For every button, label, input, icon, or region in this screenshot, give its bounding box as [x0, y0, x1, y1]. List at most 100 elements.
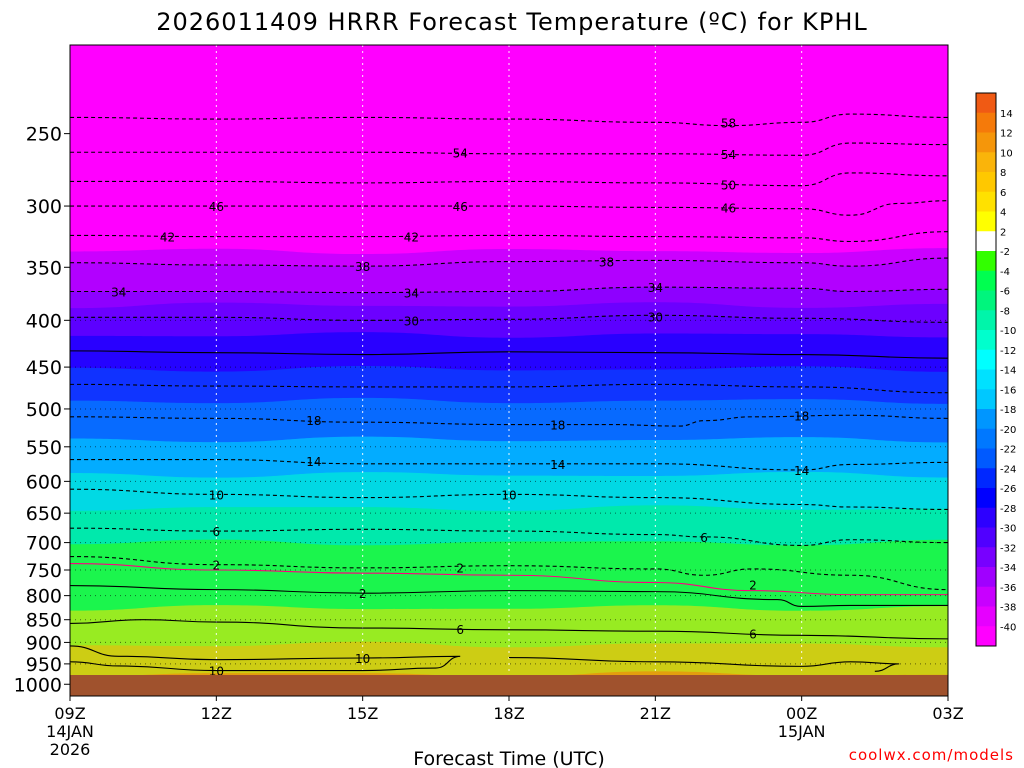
colorbar-swatch	[976, 93, 996, 114]
colorbar-label: -38	[1000, 603, 1016, 614]
colorbar-label: -8	[1000, 306, 1010, 317]
chart-title: 2026011409 HRRR Forecast Temperature (ºC…	[156, 8, 868, 36]
colorbar-label: -36	[1000, 583, 1016, 594]
isotherm-label: 6	[700, 531, 708, 545]
isotherm-label: 54	[721, 148, 736, 162]
credit-text: coolwx.com/models	[849, 746, 1014, 764]
colorbar-label: -32	[1000, 543, 1016, 554]
isotherm-line	[508, 657, 900, 672]
pressure-axis: 2503003504004505005506006507007508008509…	[14, 124, 70, 696]
isotherm-label: 46	[209, 200, 224, 214]
isotherm-line	[70, 350, 948, 359]
pressure-tick-label: 950	[26, 654, 62, 676]
time-tick-label: 12Z	[201, 704, 232, 723]
time-tick-date: 15JAN	[778, 722, 826, 741]
isotherm-label: 2	[456, 561, 464, 575]
colorbar-swatch	[976, 152, 996, 173]
pressure-tick-label: 300	[26, 196, 62, 218]
pressure-tick-label: 550	[26, 437, 62, 459]
time-tick-year: 2026	[50, 740, 91, 759]
pressure-tick-label: 350	[26, 257, 62, 279]
isotherm-label: 14	[306, 455, 321, 469]
isotherm-line	[70, 414, 948, 427]
isotherm-label: 2	[213, 559, 221, 573]
isotherm-label: 2	[359, 587, 367, 601]
colorbar-label: 8	[1000, 168, 1006, 179]
colorbar-legend: 14 12 10 8 6 4 2 -2 -4 -6 -8 -10 -12 -14 -16 -18 -20 -22 -…	[975, 92, 1016, 647]
isotherm-label: 38	[355, 260, 370, 274]
pressure-tick-label: 850	[26, 610, 62, 632]
isotherm-label: 6	[213, 525, 221, 539]
isotherm-line	[70, 172, 948, 187]
isotherm-line	[70, 488, 948, 511]
isotherm-labels: 58 54 54 50 46 46 46 42 42 38 38 34 34 34 30 30 18 18 18 14…	[111, 116, 809, 678]
colorbar-swatch	[976, 211, 996, 232]
colorbar-label: -14	[1000, 366, 1016, 377]
time-tick-label: 03Z	[932, 704, 963, 723]
isotherm-line	[70, 619, 948, 640]
isotherm-label: 10	[355, 652, 370, 666]
colorbar-label: -24	[1000, 464, 1016, 475]
colorbar-label: -4	[1000, 267, 1010, 278]
colorbar-swatch	[976, 488, 996, 509]
time-tick-label: 18Z	[493, 704, 524, 723]
isotherm-label: 54	[453, 146, 468, 160]
colorbar-swatch	[976, 310, 996, 331]
isotherm-contours	[70, 113, 948, 672]
colorbar-swatch	[976, 369, 996, 390]
isotherm-label: 42	[160, 231, 175, 245]
colorbar-label: -40	[1000, 622, 1016, 633]
isotherm-label: 58	[721, 116, 736, 130]
colorbar-label: 4	[1000, 208, 1006, 219]
colorbar-swatch	[976, 428, 996, 449]
colorbar-swatch	[976, 586, 996, 607]
isotherm-label: 34	[404, 287, 419, 301]
isotherm-label: 30	[404, 314, 419, 328]
time-tick-label: 15Z	[347, 704, 378, 723]
colorbar-label: 12	[1000, 129, 1013, 140]
isotherm-label: 6	[749, 627, 757, 641]
pressure-tick-label: 250	[26, 124, 62, 146]
isotherm-label: 10	[501, 488, 516, 502]
colorbar-swatch	[976, 409, 996, 430]
isotherm-label: 18	[306, 414, 321, 428]
colorbar-swatch	[976, 567, 996, 588]
colorbar-swatch	[976, 527, 996, 548]
colorbar-frame	[975, 92, 997, 647]
isotherm-line	[70, 286, 948, 294]
colorbar-label: -16	[1000, 385, 1016, 396]
pressure-tick-label: 700	[26, 533, 62, 555]
colorbar-swatch	[976, 448, 996, 469]
isotherm-label: 34	[111, 285, 126, 299]
pressure-tick-label: 750	[26, 560, 62, 582]
isotherm-line	[70, 563, 948, 596]
colorbar-swatch	[976, 191, 996, 212]
isotherm-label: 2	[749, 579, 757, 593]
pressure-tick-label: 600	[26, 471, 62, 493]
pressure-tick-label: 1000	[14, 674, 62, 696]
isotherm-label: 30	[648, 310, 663, 324]
time-tick-label: 00Z	[786, 704, 817, 723]
isotherm-label: 10	[209, 488, 224, 502]
x-axis-label: Forecast Time (UTC)	[413, 748, 604, 768]
isotherm-line	[70, 527, 948, 546]
ground-surface	[70, 675, 948, 696]
colorbar-label: 10	[1000, 148, 1013, 159]
isotherm-line	[70, 555, 948, 591]
colorbar-label: -22	[1000, 445, 1016, 456]
colorbar-swatch	[976, 626, 996, 647]
isotherm-line	[70, 257, 948, 267]
colorbar-label: 2	[1000, 227, 1006, 238]
colorbar-swatch	[976, 468, 996, 489]
colorbar-swatch	[976, 112, 996, 133]
colorbar-swatch	[976, 330, 996, 351]
time-tick-label: 09Z	[54, 704, 85, 723]
colorbar-swatch	[976, 172, 996, 193]
time-tick-date: 14JAN	[46, 722, 94, 741]
isotherm-label: 18	[794, 409, 809, 423]
colorbar-label: -10	[1000, 326, 1016, 337]
pressure-tick-label: 800	[26, 586, 62, 608]
grid-lines	[70, 45, 948, 696]
